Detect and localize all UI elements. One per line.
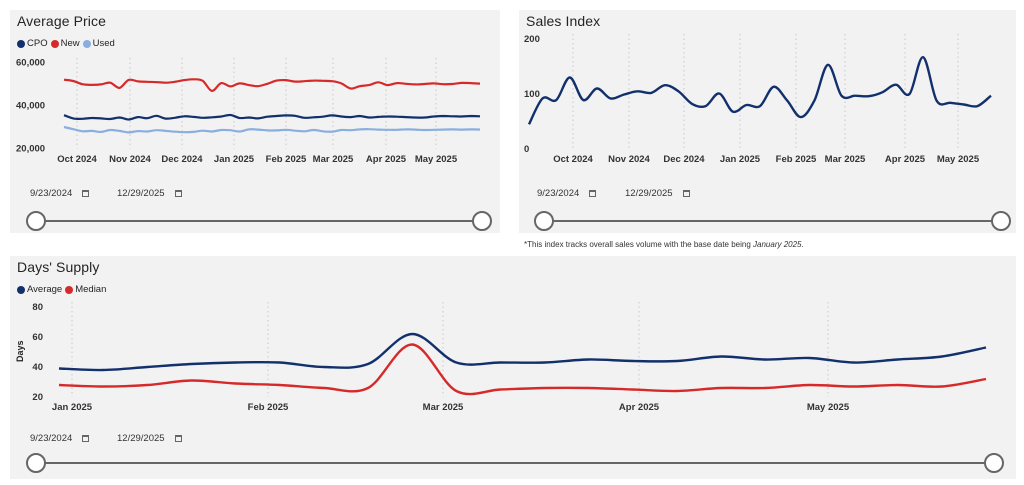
- series-line-cpo: [63, 113, 481, 121]
- average-price-legend: CPO New Used: [17, 38, 118, 49]
- y-tick-label: 0: [524, 144, 529, 155]
- calendar-icon[interactable]: [82, 435, 90, 442]
- series-line-sales: [527, 55, 992, 125]
- x-tick-label: Feb 2025: [266, 154, 307, 165]
- y-tick-label: 40: [32, 362, 43, 373]
- legend-item-used[interactable]: Used: [82, 38, 115, 49]
- calendar-icon[interactable]: [82, 190, 90, 197]
- legend-label-median: Median: [75, 284, 107, 295]
- sales-index-panel: Sales Index Oct 2024 Nov 2024 Dec 2024 Jan …: [519, 10, 1016, 233]
- x-tick-label: Jan 2025: [214, 154, 255, 165]
- series-line-new: [63, 78, 481, 92]
- x-tick-label: Feb 2025: [776, 154, 817, 165]
- x-tick-label: May 2025: [937, 154, 980, 165]
- days-slider-start-handle[interactable]: [26, 453, 46, 473]
- x-tick-label: Nov 2024: [109, 154, 151, 165]
- days-supply-panel: Days' Supply Average Median Days Jan 202…: [10, 256, 1016, 479]
- y-tick-label: 20: [32, 392, 43, 403]
- average-dot-icon: [17, 285, 25, 294]
- new-dot-icon: [50, 39, 59, 48]
- days-supply-chart: Jan 2025 Feb 2025 Mar 2025 Apr 2025 May 2025…: [32, 302, 987, 413]
- legend-item-new[interactable]: New: [50, 38, 80, 49]
- x-tick-label: May 2025: [415, 154, 458, 165]
- sales-end-date-value: 12/29/2025: [625, 188, 673, 199]
- legend-item-median[interactable]: Median: [65, 284, 106, 295]
- days-slider-end-handle[interactable]: [984, 453, 1004, 473]
- days-date-slider-track[interactable]: [36, 462, 994, 464]
- x-tick-label: Apr 2025: [885, 154, 926, 165]
- x-tick-label: Mar 2025: [423, 402, 464, 413]
- days-start-date[interactable]: 9/23/2024: [30, 433, 90, 444]
- sales-start-date-value: 9/23/2024: [537, 188, 580, 199]
- price-start-date-value: 9/23/2024: [30, 188, 73, 199]
- days-start-date-value: 9/23/2024: [30, 433, 73, 444]
- x-tick-label: Oct 2024: [553, 154, 593, 165]
- series-line-used: [63, 125, 481, 134]
- median-dot-icon: [65, 285, 74, 294]
- legend-label-cpo: CPO: [27, 38, 48, 49]
- x-tick-label: Apr 2025: [366, 154, 407, 165]
- calendar-icon[interactable]: [174, 435, 182, 442]
- sales-index-title: Sales Index: [526, 13, 601, 29]
- y-tick-label: 60,000: [16, 58, 45, 69]
- sales-index-footnote: *This index tracks overall sales volume …: [524, 240, 804, 249]
- x-tick-label: Jan 2025: [720, 154, 761, 165]
- price-start-date[interactable]: 9/23/2024: [30, 188, 90, 199]
- sales-date-slider-track[interactable]: [544, 220, 1000, 222]
- days-end-date-value: 12/29/2025: [117, 433, 165, 444]
- used-dot-icon: [82, 39, 91, 48]
- x-tick-label: May 2025: [807, 402, 850, 413]
- sales-end-date[interactable]: 12/29/2025: [625, 188, 690, 199]
- price-end-date[interactable]: 12/29/2025: [117, 188, 182, 199]
- sales-start-date[interactable]: 9/23/2024: [537, 188, 597, 199]
- sales-slider-start-handle[interactable]: [534, 211, 554, 231]
- footnote-emphasis: January 2025.: [753, 240, 804, 249]
- legend-item-average[interactable]: Average: [17, 284, 62, 295]
- x-tick-label: Jan 2025: [52, 402, 93, 413]
- average-price-chart: Oct 2024 Nov 2024 Dec 2024 Jan 2025 Feb 2025…: [16, 58, 481, 165]
- days-end-date[interactable]: 12/29/2025: [117, 433, 182, 444]
- x-tick-label: Mar 2025: [825, 154, 866, 165]
- x-tick-label: Oct 2024: [57, 154, 97, 165]
- price-end-date-value: 12/29/2025: [117, 188, 165, 199]
- y-tick-label: 60: [32, 332, 43, 343]
- x-tick-label: Nov 2024: [608, 154, 650, 165]
- y-tick-label: 80: [32, 302, 43, 313]
- price-slider-end-handle[interactable]: [472, 211, 492, 231]
- price-slider-start-handle[interactable]: [26, 211, 46, 231]
- days-supply-title: Days' Supply: [17, 259, 100, 275]
- x-tick-label: Feb 2025: [248, 402, 289, 413]
- legend-label-average: Average: [27, 284, 63, 295]
- x-tick-label: Dec 2024: [663, 154, 705, 165]
- y-tick-label: 200: [524, 34, 540, 45]
- x-tick-label: Apr 2025: [619, 402, 660, 413]
- y-tick-label: 100: [524, 89, 540, 100]
- sales-index-chart: Oct 2024 Nov 2024 Dec 2024 Jan 2025 Feb 2025…: [524, 34, 992, 165]
- footnote-text: *This index tracks overall sales volume …: [524, 240, 754, 249]
- series-line-median: [58, 343, 987, 396]
- x-tick-label: Dec 2024: [161, 154, 203, 165]
- sales-slider-end-handle[interactable]: [991, 211, 1011, 231]
- price-date-slider-track[interactable]: [36, 220, 482, 222]
- legend-label-new: New: [60, 38, 80, 49]
- legend-item-cpo[interactable]: CPO: [17, 38, 48, 49]
- calendar-icon[interactable]: [174, 190, 182, 197]
- calendar-icon[interactable]: [682, 190, 690, 197]
- x-tick-label: Mar 2025: [313, 154, 354, 165]
- days-supply-legend: Average Median: [17, 284, 109, 295]
- series-line-average: [58, 332, 987, 372]
- cpo-dot-icon: [17, 39, 25, 48]
- legend-label-used: Used: [92, 38, 115, 49]
- y-tick-label: 20,000: [16, 144, 45, 155]
- average-price-panel: Average Price CPO New Used Oct 2024 Nov 2…: [10, 10, 500, 233]
- calendar-icon[interactable]: [589, 190, 597, 197]
- average-price-title: Average Price: [17, 13, 106, 29]
- y-tick-label: 40,000: [16, 101, 45, 112]
